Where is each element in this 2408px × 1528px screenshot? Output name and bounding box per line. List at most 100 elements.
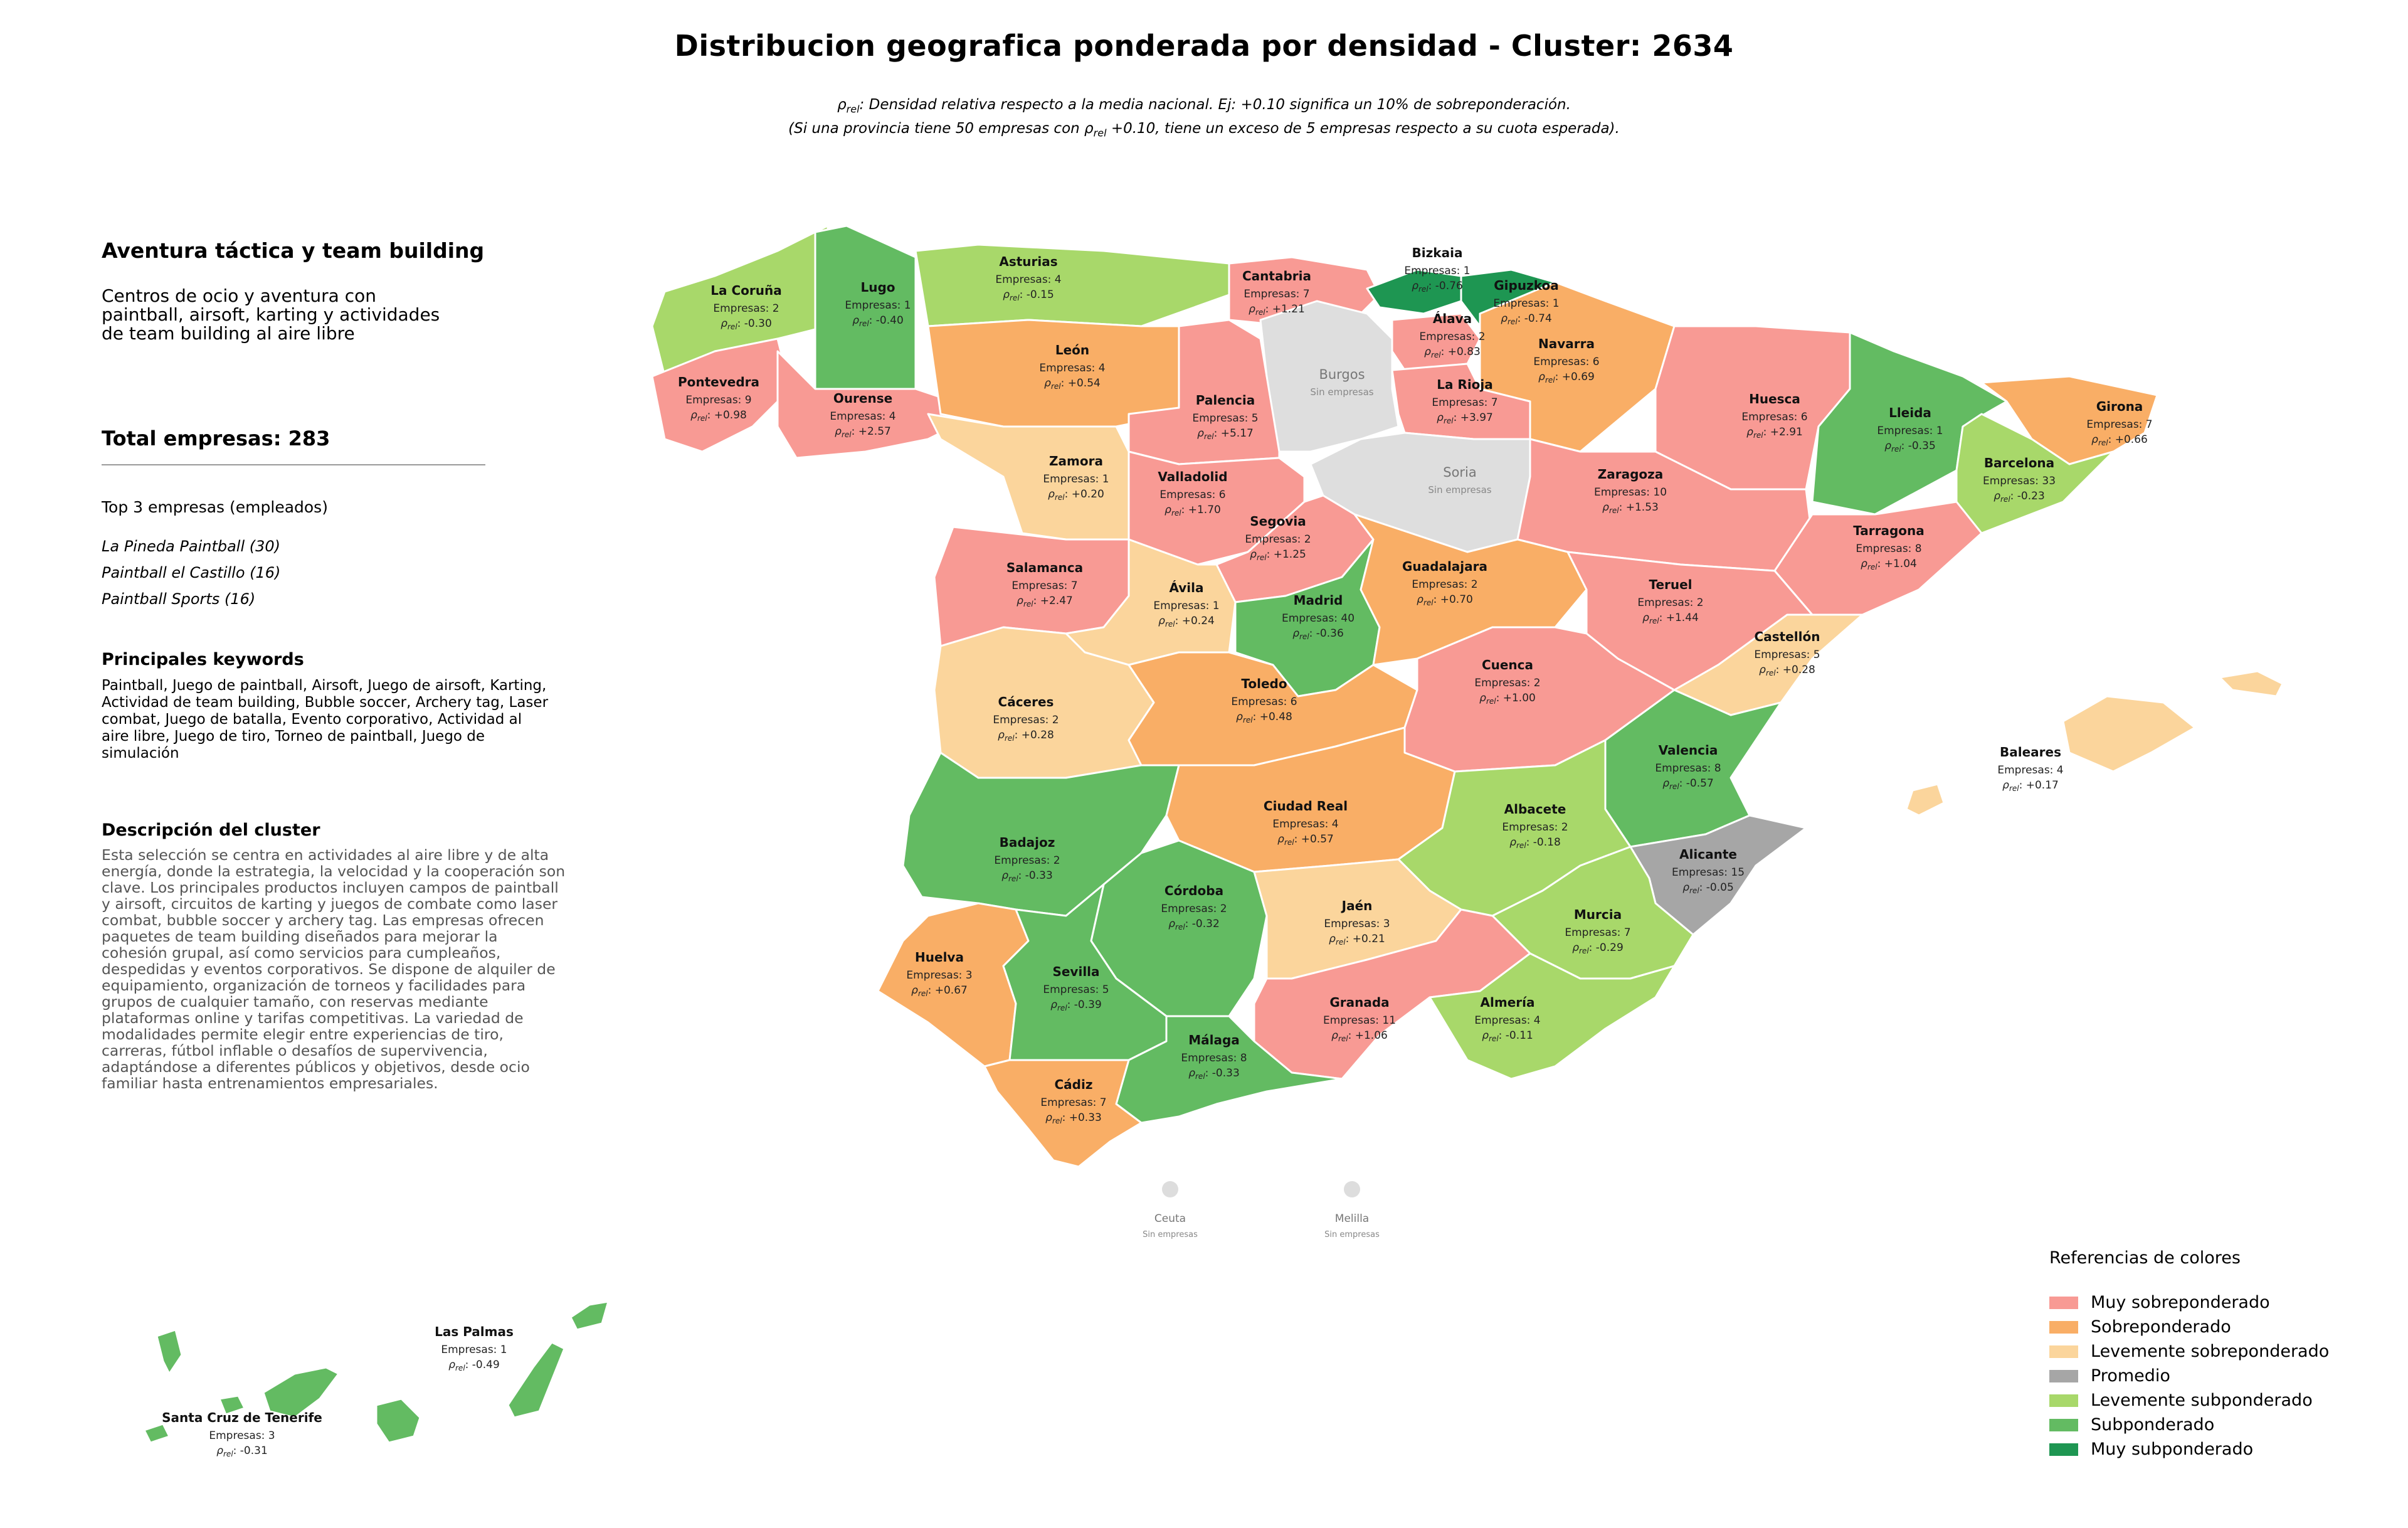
province-barcelona[interactable] <box>1955 413 2115 534</box>
subtitle-line-2: (Si una provincia tiene 50 empresas con … <box>788 120 1620 139</box>
legend-swatch <box>2049 1443 2078 1456</box>
empresas-zaragoza: Empresas: 10 <box>1594 486 1667 499</box>
rho-tarragona: ρrel: +1.04 <box>1861 558 1917 571</box>
province-almeria[interactable] <box>1428 952 1676 1080</box>
province-la-coruna[interactable] <box>651 225 829 378</box>
label-ourense: Ourense <box>833 391 892 406</box>
province-cadiz[interactable] <box>983 1059 1143 1168</box>
label-pontevedra: Pontevedra <box>678 374 759 390</box>
color-legend: Referencias de colores Muy sobreponderad… <box>2049 1248 2329 1462</box>
legend-label: Subponderado <box>2091 1415 2215 1435</box>
label-valladolid: Valladolid <box>1158 469 1227 484</box>
rho-santa-cruz-de-tenerife: ρrel: -0.31 <box>216 1445 268 1458</box>
label-baleares: Baleares <box>2000 745 2061 760</box>
melilla-marker[interactable] <box>1344 1181 1360 1197</box>
empresas-cadiz: Empresas: 7 <box>1040 1096 1106 1109</box>
empresas-la-coruna: Empresas: 2 <box>713 302 779 315</box>
legend-swatch <box>2049 1345 2078 1358</box>
label-castellon: Castellón <box>1755 629 1820 644</box>
cluster-header: Aventura táctica y team building Centros… <box>102 238 578 343</box>
rho-valladolid: ρrel: +1.70 <box>1164 504 1221 517</box>
label-tarragona: Tarragona <box>1853 523 1925 538</box>
legend-label: Muy sobreponderado <box>2091 1293 2270 1312</box>
province-regions <box>143 225 2284 1444</box>
legend-swatch <box>2049 1320 2078 1334</box>
label-segovia: Segovia <box>1250 514 1306 529</box>
empresas-teruel: Empresas: 2 <box>1637 597 1703 609</box>
province-las-palmas-gran-canaria[interactable] <box>375 1398 421 1444</box>
rho-zaragoza: ρrel: +1.53 <box>1602 501 1659 515</box>
label-almeria: Almería <box>1481 995 1535 1010</box>
no-data-ceuta: Sin empresas <box>1143 1230 1198 1239</box>
empresas-girona: Empresas: 7 <box>2086 418 2152 431</box>
rho-malaga: ρrel: -0.33 <box>1188 1067 1240 1081</box>
empresas-zamora: Empresas: 1 <box>1043 473 1109 485</box>
empresas-alava: Empresas: 2 <box>1419 331 1485 343</box>
empresas-asturias: Empresas: 4 <box>995 273 1061 286</box>
rho-baleares: ρrel: +0.17 <box>2002 779 2059 793</box>
label-ceuta: Ceuta <box>1154 1212 1186 1225</box>
province-las-palmas-lanzarote[interactable] <box>569 1300 610 1331</box>
label-barcelona: Barcelona <box>1984 455 2054 470</box>
top3-item: Paintball el Castillo (16) <box>102 564 281 581</box>
rho-girona: ρrel: +0.66 <box>2091 433 2148 447</box>
province-la-palma[interactable] <box>156 1329 183 1375</box>
empresas-bizkaia: Empresas: 1 <box>1404 265 1470 277</box>
empresas-alicante: Empresas: 15 <box>1672 866 1745 879</box>
label-teruel: Teruel <box>1649 577 1692 592</box>
legend-item-subponderado: Subponderado <box>2049 1413 2329 1437</box>
province-la-gomera[interactable] <box>218 1394 246 1416</box>
province-las-palmas-fuerteventura[interactable] <box>507 1341 566 1419</box>
empresas-ourense: Empresas: 4 <box>830 410 895 423</box>
label-alicante: Alicante <box>1679 847 1737 862</box>
ceuta-marker[interactable] <box>1162 1181 1178 1197</box>
legend-items: Muy sobreponderado Sobreponderado Levement… <box>2049 1290 2329 1462</box>
rho-leon: ρrel: +0.54 <box>1044 377 1101 391</box>
label-cantabria: Cantabria <box>1242 268 1311 284</box>
legend-label: Muy subponderado <box>2091 1440 2254 1459</box>
province-pontevedra[interactable] <box>651 337 791 453</box>
empresas-granada: Empresas: 11 <box>1323 1014 1396 1027</box>
rho-salamanca: ρrel: +2.47 <box>1017 595 1073 608</box>
top3-item: La Pineda Paintball (30) <box>102 538 281 555</box>
province-lugo[interactable] <box>814 225 917 390</box>
rho-madrid: ρrel: -0.36 <box>1292 627 1344 641</box>
rho-toledo: ρrel: +0.48 <box>1236 711 1292 724</box>
province-baleares[interactable] <box>2062 695 2196 773</box>
province-el-hierro[interactable] <box>143 1423 171 1444</box>
label-melilla: Melilla <box>1335 1212 1369 1225</box>
legend-label: Levemente subponderado <box>2091 1391 2313 1410</box>
empresas-avila: Empresas: 1 <box>1153 600 1219 612</box>
label-bizkaia: Bizkaia <box>1412 245 1463 260</box>
rho-alava: ρrel: +0.83 <box>1424 346 1481 359</box>
label-albacete: Albacete <box>1504 802 1566 817</box>
rho-avila: ρrel: +0.24 <box>1158 615 1215 629</box>
empresas-guadalajara: Empresas: 2 <box>1412 578 1477 591</box>
label-granada: Granada <box>1329 995 1389 1010</box>
legend-item-promedio: Promedio <box>2049 1364 2329 1388</box>
empresas-murcia: Empresas: 7 <box>1565 926 1630 939</box>
rho-huesca: ρrel: +2.91 <box>1746 426 1803 440</box>
province-burgos[interactable] <box>1259 300 1400 453</box>
rho-guadalajara: ρrel: +0.70 <box>1417 593 1473 607</box>
keywords-title: Principales keywords <box>102 650 304 669</box>
rho-segovia: ρrel: +1.25 <box>1250 548 1306 562</box>
top3-title: Top 3 empresas (empleados) <box>102 498 328 516</box>
rho-ciudad-real: ρrel: +0.57 <box>1277 833 1334 847</box>
label-toledo: Toledo <box>1241 676 1287 691</box>
province-huesca[interactable] <box>1654 325 1851 491</box>
rho-teruel: ρrel: +1.44 <box>1642 612 1699 625</box>
empresas-huesca: Empresas: 6 <box>1741 411 1807 423</box>
province-baleares-ibiza[interactable] <box>1905 783 1945 817</box>
empresas-cordoba: Empresas: 2 <box>1161 903 1227 915</box>
label-ciudad-real: Ciudad Real <box>1264 798 1348 814</box>
province-asturias[interactable] <box>914 243 1230 327</box>
top3-list: La Pineda Paintball (30) Paintball el Ca… <box>102 533 280 612</box>
rho-barcelona: ρrel: -0.23 <box>1993 490 2045 504</box>
province-tenerife[interactable] <box>262 1366 340 1419</box>
empresas-sevilla: Empresas: 5 <box>1043 984 1109 996</box>
province-baleares-menorca[interactable] <box>2219 670 2284 698</box>
rho-cuenca: ρrel: +1.00 <box>1479 692 1536 706</box>
label-madrid: Madrid <box>1294 593 1343 608</box>
rho-almeria: ρrel: -0.11 <box>1482 1029 1533 1043</box>
